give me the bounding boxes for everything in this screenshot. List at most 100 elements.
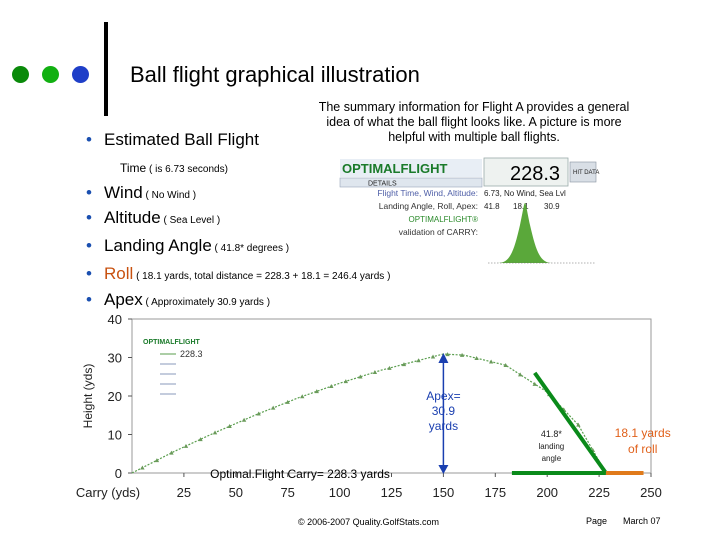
x-tick-label: 225 xyxy=(588,485,610,500)
bullet-icon: • xyxy=(86,236,92,255)
apex-annotation: yards xyxy=(429,419,458,433)
bullet-apex: • Apex ( Approximately 30.9 yards ) xyxy=(86,290,271,309)
trajectory-marker xyxy=(329,384,334,389)
light-green-dot-icon xyxy=(42,66,59,83)
x-tick-label: 50 xyxy=(229,485,243,500)
x-tick-label: 175 xyxy=(484,485,506,500)
x-tick-label: 100 xyxy=(329,485,351,500)
trajectory-marker xyxy=(532,381,537,386)
y-tick-label: 30 xyxy=(108,351,122,366)
panel-logo: OPTIMALFLIGHT xyxy=(342,161,447,176)
trajectory-marker xyxy=(270,405,276,410)
bullet-icon: • xyxy=(86,208,92,227)
bullet-time-line: Time ( is 6.73 seconds) xyxy=(120,161,228,175)
trajectory-line xyxy=(131,353,607,474)
trajectory-marker xyxy=(314,389,319,394)
y-tick-label: 40 xyxy=(108,312,122,327)
trajectory-marker xyxy=(154,458,160,463)
big-value-box xyxy=(483,157,569,187)
landing-angle-line xyxy=(533,371,608,475)
details-tab-label: DETAILS xyxy=(368,181,397,188)
landing-annotation: angle xyxy=(542,454,562,463)
date-label: March 07 xyxy=(623,516,661,526)
legend-logo: OPTIMALFLIGHT xyxy=(143,339,200,346)
apex-arrow-head-up xyxy=(438,353,449,364)
landing-annotation: 41.8* xyxy=(541,429,563,439)
row-flight-time-value: 6.73, No Wind, Sea Lvl xyxy=(484,189,566,198)
x-tick-label: 25 xyxy=(177,485,191,500)
row-landing-angle-value: 41.8 xyxy=(484,202,500,211)
copyright: © 2006-2007 Quality.GolfStats.com xyxy=(298,517,440,527)
trajectory-marker xyxy=(503,363,508,367)
bullet-icon: • xyxy=(86,130,92,149)
apex-annotation: Apex= xyxy=(426,389,460,403)
trajectory-marker xyxy=(198,437,203,442)
roll-annotation: of roll xyxy=(628,442,657,456)
big-value: 228.3 xyxy=(510,163,560,185)
trajectory-marker xyxy=(140,465,145,470)
legend-entry: 228.3 xyxy=(180,349,203,359)
trajectory-marker xyxy=(227,424,232,429)
x-tick-label: 150 xyxy=(433,485,455,500)
trajectory-marker xyxy=(401,362,407,367)
trajectory-marker xyxy=(430,354,436,359)
page-label: Page xyxy=(586,516,608,526)
y-tick-label: 0 xyxy=(115,466,122,481)
optimalflight-summary-panel: OPTIMALFLIGHT DETAILS 228.3 HIT DATA Fli… xyxy=(338,155,600,265)
x-tick-label: 250 xyxy=(640,485,662,500)
apex-arrow-head-down xyxy=(438,465,449,474)
y-tick-label: 10 xyxy=(108,428,122,443)
bullet-altitude: • Altitude ( Sea Level ) xyxy=(86,208,221,227)
trajectory-marker xyxy=(459,352,465,357)
trajectory-chart: 0 10 20 30 40 25 50 75 100 125 150 175 200 225 250 Carr… xyxy=(76,312,671,500)
row-roll-value: 18.1 xyxy=(513,202,529,211)
x-axis-label: Carry (yds) xyxy=(76,485,140,500)
details-tab[interactable] xyxy=(339,177,483,188)
x-tick-label: 125 xyxy=(381,485,403,500)
bullet-icon: • xyxy=(86,264,92,283)
hit-data-label: HIT DATA xyxy=(573,170,599,176)
row-validation-logo: OPTIMALFLIGHT® xyxy=(409,215,479,224)
summary-text: The summary information for Flight A pro… xyxy=(318,100,630,144)
trajectory-marker xyxy=(518,372,523,377)
bullet-roll: • Roll ( 18.1 yards, total distance = 228… xyxy=(86,264,391,283)
trajectory-marker xyxy=(445,352,450,357)
trajectory-marker xyxy=(372,369,378,374)
row-validation-label: validation of CARRY: xyxy=(399,227,478,237)
x-tick-label: 75 xyxy=(280,485,294,500)
trajectory-marker xyxy=(474,355,479,360)
bullet-icon: • xyxy=(86,183,92,202)
x-tick-label: 200 xyxy=(536,485,558,500)
y-axis-label: Height (yds) xyxy=(81,364,95,429)
trajectory-marker xyxy=(183,443,189,448)
apex-annotation: 30.9 xyxy=(432,404,456,418)
trajectory-marker xyxy=(285,399,290,404)
row-apex-value: 30.9 xyxy=(544,202,560,211)
trajectory-marker xyxy=(256,411,261,416)
green-dot-icon xyxy=(12,66,29,83)
row-landing-label: Landing Angle, Roll, Apex: xyxy=(379,201,478,211)
trajectory-marker xyxy=(343,379,349,384)
row-flight-time-label: Flight Time, Wind, Altitude: xyxy=(377,188,478,198)
trajectory-marker xyxy=(488,359,494,364)
trajectory-marker xyxy=(576,422,581,427)
slide-title: Ball flight graphical illustration xyxy=(130,62,420,87)
bullet-icon: • xyxy=(86,290,92,309)
trajectory-marker xyxy=(241,417,247,422)
bullet-landing-angle: • Landing Angle ( 41.8* degrees ) xyxy=(86,236,290,255)
plot-frame xyxy=(131,318,652,474)
trajectory-marker xyxy=(169,450,174,455)
bullet-flight-time: • Estimated Ball Flight xyxy=(86,130,259,149)
roll-annotation: 18.1 yards xyxy=(615,426,671,440)
blue-dot-icon xyxy=(72,66,89,83)
trajectory-marker xyxy=(212,430,218,435)
title-divider xyxy=(104,22,108,116)
trajectory-marker xyxy=(358,374,363,379)
trajectory-marker xyxy=(300,394,305,399)
hit-data-button[interactable] xyxy=(569,161,597,183)
carry-annotation: Optimal.Flight Carry= 228.3 yards xyxy=(210,467,390,481)
y-tick-label: 20 xyxy=(108,389,122,404)
trajectory-marker xyxy=(416,358,421,363)
bullet-wind: • Wind ( No Wind ) xyxy=(86,183,197,202)
trajectory-marker xyxy=(387,365,392,370)
